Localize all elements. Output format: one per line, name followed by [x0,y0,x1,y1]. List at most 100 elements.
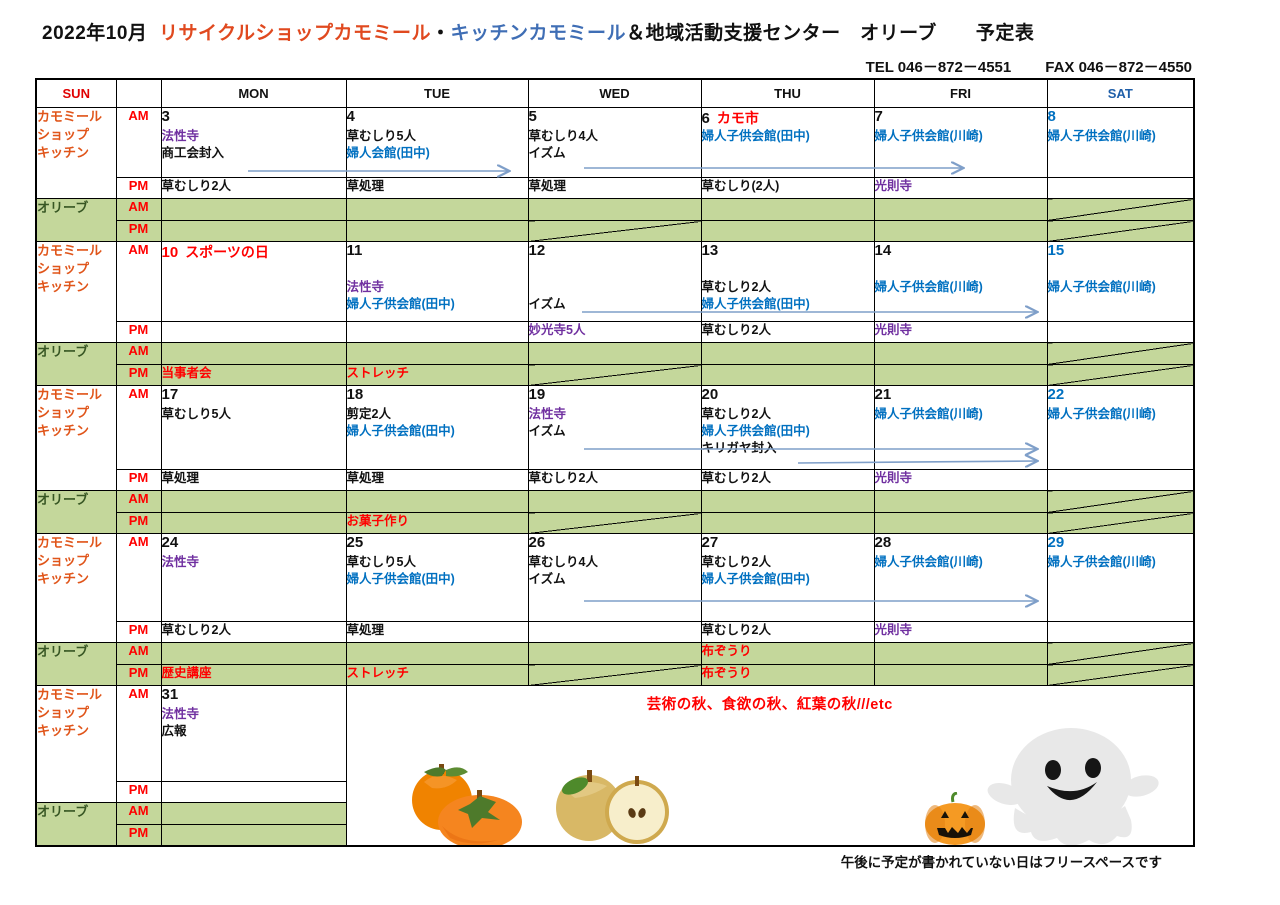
schedule-line: 草処理 [528,179,567,193]
olive-pm-cell [700,512,875,534]
day-number-line: 6 カモ市 [702,109,873,129]
pm-label: PM [115,364,162,386]
weekday-header-row: SUN MON TUE WED THU FRI SAT [35,78,1195,108]
olive-am-cell [1046,642,1195,665]
olive-pm-cell [700,364,875,386]
am-label: AM [115,342,162,365]
day-number-line: 24 [161,534,345,555]
day-number: 4 [346,108,355,126]
day-number-line: 31 [162,687,345,707]
olive-am-cell [160,642,347,665]
day-cell: 12 イズム [527,241,702,322]
group-label-line: キッチン [37,423,90,438]
schedule-line: 法性寺 [161,707,200,721]
olive-pm-cell [160,824,347,846]
day-number-line: 25 [346,534,527,555]
schedule-line [1048,262,1193,279]
olive-pm-cell: 当事者会 [160,364,347,386]
schedule-line: 歴史講座 [161,666,212,680]
group-label-line: ショップ [37,705,90,720]
week-am-row: カモミール ショップ キッチン AM 31 法性寺 広報 芸術の秋、食欲の秋、紅葉の秋///… [35,685,1195,846]
free-space-area: 芸術の秋、食欲の秋、紅葉の秋///etc [347,687,1193,845]
schedule-line [875,262,1046,279]
schedule-line: イズム [528,297,566,311]
schedule-line: 広報 [161,724,187,738]
pm-cell: 草むしり2人 [700,469,875,491]
schedule-line: 妙光寺5人 [528,323,586,337]
group-label-line: キッチン [37,723,90,738]
day-number-line: 3 [161,108,345,129]
day-number: 24 [161,534,179,552]
ghost-illustration [987,728,1159,845]
header-mon: MON [160,78,347,108]
olive-am-row: オリーブ AM 布ぞうり [35,642,1195,686]
schedule-line: 布ぞうり [701,666,752,680]
pm-cell: 草むしり2人 [700,321,875,343]
pm-cell: 草処理 [160,469,347,491]
title-shop-name: リサイクルショップカモミール [158,23,432,44]
olive-pm-row: PM [36,824,1194,846]
schedule-line: 光則寺 [874,623,913,637]
olive-am-cell [345,342,529,365]
day-number: 20 [701,386,719,404]
header-tue: TUE [345,78,529,108]
olive-pm-cell: お菓子作り [345,512,529,534]
am-label: AM [115,802,162,825]
week-pm-row: PM 草むしり2人 草処理 草処理 草むしり(2人) 光則寺 [36,177,1195,199]
day-cell: 31 法性寺広報 [160,685,347,782]
day-number: 25 [346,534,364,552]
schedule-line: 草むしり2人 [161,623,231,637]
day-number: 22 [1047,386,1065,404]
olive-am-cell [1046,198,1195,221]
day-number: 11 [346,242,363,260]
day-number-line: 14 [875,243,1046,263]
olive-pm-row: PM [36,220,1195,242]
olive-pm-cell [527,664,702,686]
olive-am-row: オリーブ AM [35,490,1195,534]
schedule-line: 草むしり2人 [701,407,771,421]
footnote: 午後に予定が書かれていない日はフリースペースです [840,855,1162,870]
day-number: 3 [161,108,170,126]
day-number-line: 21 [874,386,1046,407]
olive-pm-cell [160,220,347,242]
day-number: 18 [346,386,364,404]
day-number: 5 [528,108,537,126]
schedule-line: ストレッチ [346,366,410,380]
day-cell: 15 婦人子供会館(川崎) [1046,241,1195,322]
row-group-label-olive: オリーブ [35,642,117,686]
group-label-line: キッチン [37,571,90,586]
day-cell: 26 草むしり4人 イズム [527,533,702,622]
week-am-row: カモミール ショップ キッチン AM 24 法性寺 25 草むしり5人 婦人子供会館(田中) 26… [35,533,1195,643]
schedule-line [347,262,527,279]
schedule-line: 草むしり5人 [346,555,416,569]
title-suffix: ＆地域活動支援センター オリーブ 予定表 [626,23,1035,44]
olive-am-row: オリーブ AM [35,342,1195,386]
pm-cell: 草むしり2人 [700,621,875,643]
day-number: 21 [874,386,892,404]
am-label: AM [115,107,162,178]
schedule-line: 婦人子供会館(田中) [701,424,810,438]
group-label-line: カモミール [37,243,103,258]
olive-am-row: オリーブ AM [35,802,1194,846]
schedule-line: 婦人子供会館(川崎) [1047,555,1156,569]
schedule-line: イズム [528,146,566,160]
olive-am-cell [1046,342,1195,365]
olive-pm-row: PM 歴史講座 ストレッチ 布ぞうり [36,664,1195,686]
week-pm-row: PM 草むしり2人 草処理 草むしり2人 光則寺 [36,621,1195,643]
schedule-line: 婦人子供会館(田中) [346,297,455,311]
schedule-line: 法性寺 [528,407,567,421]
day-cell: 22 婦人子供会館(川崎) [1046,385,1195,470]
olive-pm-cell [873,512,1048,534]
day-number: 27 [701,534,719,552]
pm-cell: 草むしり2人 [527,469,702,491]
olive-am-cell [345,642,529,665]
schedule-line: 婦人子供会館(川崎) [1047,407,1156,421]
pm-cell: 草むしり2人 [160,177,347,199]
day-cell: 25 草むしり5人 婦人子供会館(田中) [345,533,529,622]
persimmon-illustration [411,764,522,845]
pm-label: PM [115,781,162,803]
day-number-line: 13 [702,243,873,263]
schedule-line: 草むしり4人 [528,555,598,569]
pm-cell: 草処理 [527,177,702,199]
olive-am-cell [873,642,1048,665]
